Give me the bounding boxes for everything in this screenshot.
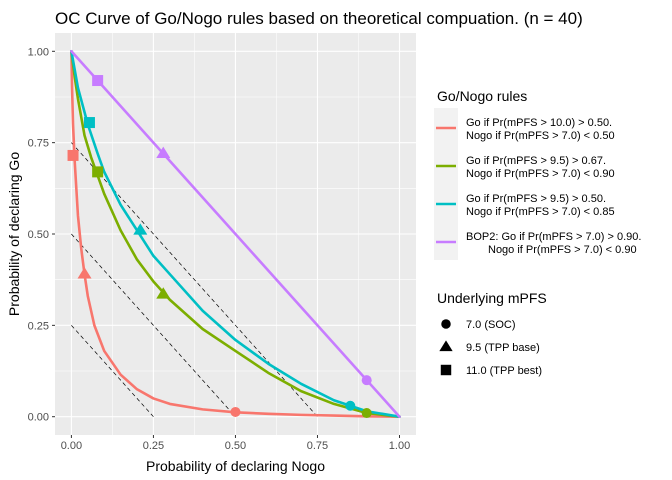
legend-rules-label-0-0: Go if Pr(mPFS > 10.0) > 0.50. (466, 117, 612, 129)
x-axis-ticks: 0.00 0.25 0.50 0.75 1.00 (61, 435, 410, 452)
series-0-marker-triangle (77, 267, 92, 279)
legend-rules-label-2-0: Go if Pr(mPFS > 9.5) > 0.50. (466, 193, 606, 205)
legend-rules-label-2-1: Nogo if Pr(mPFS > 7.0) < 0.85 (466, 206, 615, 218)
series-2-marker-triangle (133, 223, 148, 235)
reference-line-2 (71, 142, 318, 417)
series-3-marker-circle (361, 375, 372, 386)
legend-rules-label-1-1: Nogo if Pr(mPFS > 7.0) < 0.90 (466, 168, 615, 180)
series-3-marker-triangle (156, 146, 171, 158)
legend-rules-title: Go/Nogo rules (437, 88, 527, 104)
legend-mpfs-key-square (440, 364, 452, 376)
x-tick-label-1: 0.25 (143, 440, 164, 452)
legend-rules-label-0-1: Nogo if Pr(mPFS > 7.0) < 0.50 (466, 130, 615, 142)
y-tick-label-0: 0.00 (28, 412, 49, 424)
series-2-marker-square (83, 117, 95, 129)
y-tick-label-4: 1.00 (28, 46, 49, 58)
series-1-marker-square (92, 166, 104, 178)
legend-mpfs-label-2: 11.0 (TPP best) (466, 365, 542, 377)
oc-markers (67, 75, 372, 419)
legend-rules-label-3-0: BOP2: Go if Pr(mPFS > 7.0) > 0.90. (466, 231, 641, 243)
series-1-marker-circle (361, 408, 372, 419)
reference-line-1 (71, 233, 236, 417)
series-0-marker-circle (230, 406, 241, 417)
legend-rules-label-1-0: Go if Pr(mPFS > 9.5) > 0.67. (466, 155, 606, 167)
legend-go-nogo-rules: Go/Nogo rules Go if Pr(mPFS > 10.0) > 0.5… (434, 88, 641, 260)
legend-rules-label-3-1: Nogo if Pr(mPFS > 7.0) < 0.90 (488, 244, 637, 256)
y-tick-label-2: 0.50 (28, 229, 49, 241)
series-3-marker-square (92, 75, 104, 87)
legend-mpfs-key-triangle (439, 340, 453, 352)
legend-mpfs-label-0: 7.0 (SOC) (466, 319, 516, 331)
legend-mpfs-label-1: 9.5 (TPP base) (466, 342, 540, 354)
x-axis-title: Probability of declaring Nogo (146, 458, 325, 474)
series-0-marker-square (67, 149, 79, 161)
x-tick-label-3: 0.75 (307, 440, 328, 452)
series-line-0 (70, 49, 401, 419)
chart-title: OC Curve of Go/Nogo rules based on theor… (55, 9, 583, 28)
series-2-marker-circle (345, 400, 356, 411)
legend-mpfs-title: Underlying mPFS (437, 290, 547, 306)
y-tick-label-1: 0.25 (28, 320, 49, 332)
x-tick-label-4: 1.00 (389, 440, 410, 452)
series-line-1 (70, 49, 401, 419)
legend-underlying-mpfs: Underlying mPFS 7.0 (SOC) 9.5 (TPP base) 11… (437, 290, 547, 377)
y-tick-label-3: 0.75 (28, 138, 49, 150)
x-tick-label-0: 0.00 (61, 440, 82, 452)
legend-rules-key-background (434, 108, 458, 260)
y-axis-title: Probability of declaring Go (6, 152, 22, 316)
legend-mpfs-key-circle (441, 319, 451, 329)
y-axis-ticks: 0.00 0.25 0.50 0.75 1.00 (28, 46, 55, 424)
series-1-marker-triangle (156, 287, 171, 299)
x-tick-label-2: 0.50 (225, 440, 246, 452)
